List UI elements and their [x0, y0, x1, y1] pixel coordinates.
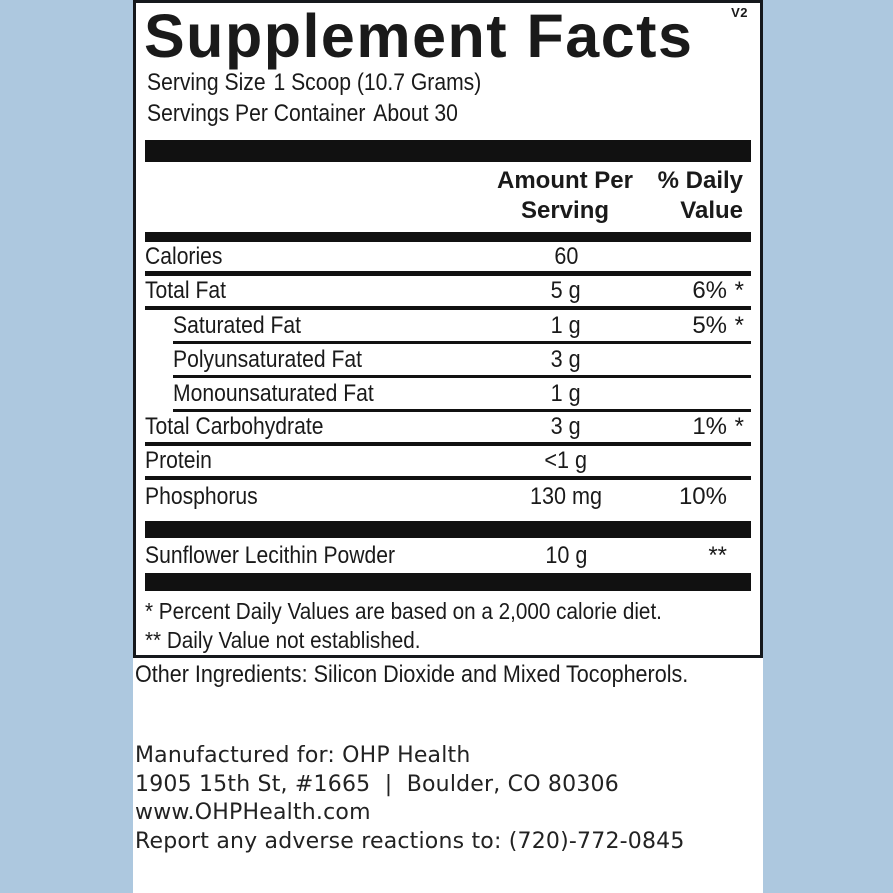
nutrient-name: Polyunsaturated Fat	[173, 345, 363, 373]
nutrient-name: Protein	[145, 447, 212, 474]
nutrient-amount: 1 g	[550, 311, 582, 339]
serving-size-label: Serving Size	[147, 69, 266, 96]
daily-value-asterisk: *	[734, 311, 744, 339]
divider-bar-headers	[145, 232, 751, 242]
adverse-reactions-line: Report any adverse reactions to: (720)-7…	[135, 828, 685, 854]
version-tag: V2	[731, 5, 748, 20]
table-row-total-carbohydrate: Total Carbohydrate 3 g 1% *	[145, 412, 751, 446]
nutrient-amount: 3 g	[550, 345, 582, 373]
column-header-percent-daily-value: % Daily Value	[657, 167, 743, 224]
nutrient-amount: 5 g	[550, 277, 582, 304]
table-row-protein: Protein <1 g	[145, 446, 751, 480]
table-row-monounsaturated-fat: Monounsaturated Fat 1 g	[173, 378, 751, 412]
nutrient-daily-value: 5%	[692, 311, 727, 339]
nutrient-table: Calories 60 Total Fat 5 g 6% * Saturated …	[145, 242, 751, 514]
nutrient-name: Sunflower Lecithin Powder	[145, 541, 396, 569]
table-row-calories: Calories 60	[145, 242, 751, 276]
servings-per-container-value: About 30	[373, 100, 458, 127]
table-row-sunflower-lecithin: Sunflower Lecithin Powder 10 g **	[145, 538, 751, 573]
address-line: 1905 15th St, #1665 | Boulder, CO 80306	[135, 771, 619, 797]
nutrient-name: Monounsaturated Fat	[173, 379, 374, 407]
nutrient-name: Phosphorus	[145, 483, 258, 510]
nutrient-name: Total Fat	[145, 277, 227, 304]
footnote-not-established: ** Daily Value not established.	[145, 627, 421, 653]
table-row-polyunsaturated-fat: Polyunsaturated Fat 3 g	[173, 344, 751, 378]
label-sheet: V2 Supplement Facts Serving Size 1 Scoop …	[133, 0, 763, 893]
divider-bar-top	[145, 140, 751, 162]
nutrient-daily-value: **	[708, 541, 727, 569]
servings-per-container-label: Servings Per Container	[147, 100, 366, 127]
supplement-ingredient-table: Sunflower Lecithin Powder 10 g **	[145, 538, 751, 573]
nutrient-daily-value: 1%	[692, 413, 727, 440]
nutrient-name: Calories	[145, 242, 223, 270]
supplement-facts-panel: V2 Supplement Facts Serving Size 1 Scoop …	[133, 0, 763, 658]
other-ingredients-line: Other Ingredients: Silicon Dioxide and M…	[135, 660, 764, 690]
daily-value-asterisk: *	[734, 413, 744, 440]
nutrient-name: Saturated Fat	[173, 311, 301, 339]
nutrient-name: Total Carbohydrate	[145, 413, 324, 440]
manufacturer-block: Manufactured for: OHP Health 1905 15th S…	[135, 742, 685, 856]
column-header-amount-per-serving: Amount Per Serving	[496, 167, 633, 224]
other-ingredients-text: Other Ingredients: Silicon Dioxide and M…	[135, 661, 689, 688]
serving-size-line: Serving Size 1 Scoop (10.7 Grams)	[147, 67, 760, 98]
nutrient-daily-value: 10%	[678, 483, 727, 510]
nutrient-amount: 1 g	[550, 379, 582, 407]
nutrient-amount: 3 g	[550, 413, 582, 440]
nutrient-daily-value: 6%	[692, 277, 727, 304]
table-row-phosphorus: Phosphorus 130 mg 10%	[145, 480, 751, 514]
website-line: www.OHPHealth.com	[135, 800, 371, 825]
daily-value-asterisk: *	[734, 277, 744, 304]
column-headers: Amount Per Serving % Daily Value	[145, 162, 751, 232]
nutrient-amount: 10 g	[544, 541, 588, 569]
servings-per-container-line: Servings Per Container About 30	[147, 98, 760, 129]
nutrient-amount: 130 mg	[529, 483, 603, 510]
nutrient-amount: <1 g	[544, 447, 588, 474]
serving-size-value: 1 Scoop (10.7 Grams)	[273, 69, 482, 96]
panel-title: Supplement Facts	[144, 2, 694, 70]
manufactured-for-line: Manufactured for: OHP Health	[135, 743, 471, 768]
divider-bar-bottom	[145, 573, 751, 591]
footnotes: * Percent Daily Values are based on a 2,…	[145, 597, 751, 655]
table-row-total-fat: Total Fat 5 g 6% *	[145, 276, 751, 310]
nutrient-amount: 60	[553, 242, 579, 270]
table-row-saturated-fat: Saturated Fat 1 g 5% *	[173, 310, 751, 344]
divider-bar-middle	[145, 521, 751, 538]
footnote-daily-values: * Percent Daily Values are based on a 2,…	[145, 598, 662, 624]
